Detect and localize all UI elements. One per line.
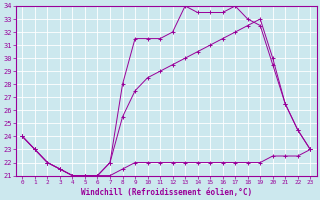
X-axis label: Windchill (Refroidissement éolien,°C): Windchill (Refroidissement éolien,°C) [81,188,252,197]
